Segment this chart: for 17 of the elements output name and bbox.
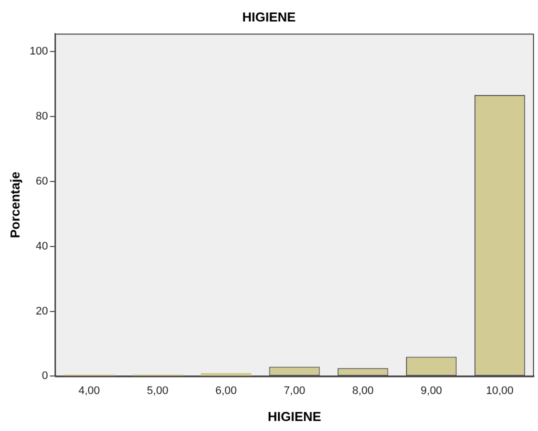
x-tick-label: 6,00 [215,384,237,397]
x-tick-label: 7,00 [284,384,306,397]
y-tick-label: 100 [30,45,48,58]
x-tick-label: 8,00 [352,384,374,397]
y-tick-label: 40 [36,240,48,252]
x-axis-title: HIGIENE [268,408,322,424]
chart-title: HIGIENE [242,9,296,24]
x-tick-label: 4,00 [78,384,100,397]
x-tick-label: 10,00 [486,384,514,397]
bar [200,372,252,376]
y-tick-label: 0 [42,370,48,382]
y-tick-label: 60 [36,175,48,188]
x-tick-label: 9,00 [420,384,442,397]
y-tick-label: 80 [36,110,48,122]
y-axis-title: Porcentaje [7,172,22,238]
y-tick-label: 20 [36,305,48,318]
x-tick-label: 5,00 [146,384,168,397]
